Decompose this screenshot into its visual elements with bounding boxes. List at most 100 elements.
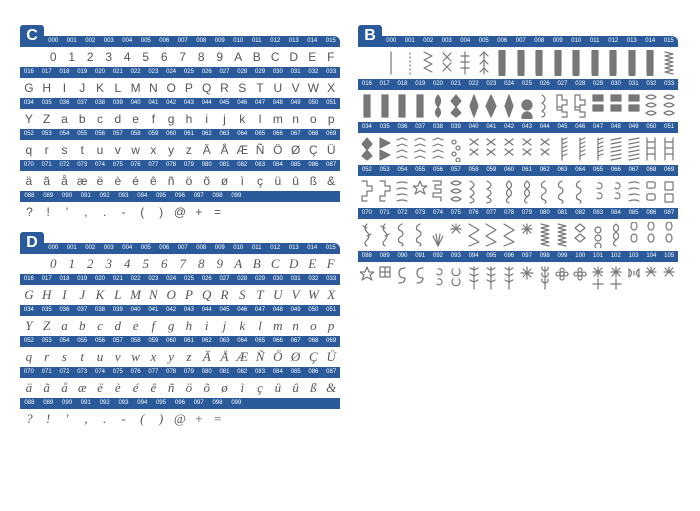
- stitch-number: 059: [482, 165, 500, 176]
- stitch-number: 041: [482, 122, 500, 133]
- stitch-number: 095: [152, 398, 171, 409]
- char-cell: ): [152, 409, 171, 429]
- stitch-icon: [411, 133, 429, 165]
- number-row: 0700710720730740750760770780790800810820…: [20, 367, 340, 378]
- stitch-number: 036: [56, 305, 74, 316]
- stitch-number: 015: [660, 36, 679, 47]
- char-cell: h: [180, 316, 198, 336]
- stitch-icon: [411, 90, 429, 122]
- stitch-icon: [571, 262, 589, 294]
- stitch-icon: [571, 176, 589, 208]
- char-cell: ü: [269, 171, 287, 191]
- stitch-icon: [376, 176, 394, 208]
- char-cell: !: [39, 202, 58, 222]
- char-cell: r: [38, 347, 56, 367]
- stitch-number: 072: [56, 160, 74, 171]
- char-cell: L: [109, 78, 127, 98]
- panel-badge: B: [358, 25, 382, 47]
- stitch-number: 021: [109, 274, 127, 285]
- stitch-number: 059: [144, 336, 162, 347]
- stitch-number: 042: [500, 122, 518, 133]
- stitch-number: 093: [447, 251, 465, 262]
- stitch-number: 043: [180, 305, 198, 316]
- stitch-number: 075: [109, 160, 127, 171]
- stitch-number: 083: [589, 208, 607, 219]
- stitch-number: 041: [144, 305, 162, 316]
- char-cell: B: [248, 47, 267, 67]
- stitch-number: 044: [536, 122, 554, 133]
- stitch-icon: [660, 219, 678, 251]
- char-cell: f: [144, 109, 162, 129]
- stitch-icon: [589, 219, 607, 251]
- stitch-number: 039: [109, 305, 127, 316]
- stitch-icon: [376, 133, 394, 165]
- char-cell: 9: [211, 47, 230, 67]
- stitch-number: 030: [269, 274, 287, 285]
- char-cell: H: [38, 78, 56, 98]
- char-cell: E: [303, 47, 322, 67]
- stitch-icon: [536, 176, 554, 208]
- stitch-number: 078: [162, 367, 180, 378]
- char-cell: 0: [44, 254, 63, 274]
- char-cell: 7: [174, 47, 193, 67]
- char-cell: ü: [269, 378, 287, 398]
- char-cell: @: [171, 409, 190, 429]
- char-cell: ñ: [162, 378, 180, 398]
- char-cell: E: [303, 254, 322, 274]
- stitch-number: 052: [20, 129, 38, 140]
- char-cell: L: [109, 285, 127, 305]
- stitch-icon: [554, 176, 572, 208]
- stitch-number: 090: [58, 398, 77, 409]
- stitch-number: 076: [465, 208, 483, 219]
- number-row: 0000010020030040050060070080090100110120…: [358, 36, 678, 47]
- stitch-icon: [604, 47, 623, 79]
- stitch-number: 053: [376, 165, 394, 176]
- stitch-number: 029: [589, 79, 607, 90]
- stitch-number: 039: [447, 122, 465, 133]
- stitch-number: 051: [322, 305, 340, 316]
- stitch-icon: [447, 219, 465, 251]
- stitch-icon: [376, 262, 394, 294]
- stitch-number: 077: [144, 160, 162, 171]
- char-cell: C: [266, 254, 285, 274]
- char-cell: 5: [137, 254, 156, 274]
- char-cell: +: [189, 202, 208, 222]
- stitch-number: 070: [20, 367, 38, 378]
- char-cell: 4: [118, 47, 137, 67]
- stitch-number: 091: [76, 398, 95, 409]
- stitch-number: 091: [411, 251, 429, 262]
- stitch-number: 087: [322, 160, 340, 171]
- char-cell: U: [269, 78, 287, 98]
- char-cell: Ç: [305, 347, 323, 367]
- stitch-number: 043: [518, 122, 536, 133]
- stitch-number: 002: [81, 36, 100, 47]
- stitch-number: 039: [109, 98, 127, 109]
- char-cell: A: [229, 254, 248, 274]
- stitch-number: 070: [358, 208, 376, 219]
- stitch-number: 011: [248, 36, 267, 47]
- stitch-number: 020: [91, 67, 109, 78]
- stitch-icon: [607, 176, 625, 208]
- char-cell: ?: [20, 409, 39, 429]
- stitch-number: 035: [38, 98, 56, 109]
- stitch-icon: [447, 133, 465, 165]
- char-cell: X: [322, 78, 340, 98]
- char-cell: ã: [38, 171, 56, 191]
- stitch-icon: [643, 262, 661, 294]
- stitch-number: 017: [376, 79, 394, 90]
- stitch-number: 099: [227, 191, 246, 202]
- stitch-number: 081: [216, 367, 234, 378]
- stitch-number: 004: [118, 243, 137, 254]
- stitch-icon: [530, 47, 549, 79]
- char-cell: ä: [20, 171, 38, 191]
- stitch-number: 096: [500, 251, 518, 262]
- char-cell: ö: [180, 171, 198, 191]
- stitch-number: 003: [100, 36, 119, 47]
- stitch-number: 097: [189, 191, 208, 202]
- stitch-number: 084: [269, 367, 287, 378]
- char-cell: 9: [211, 254, 230, 274]
- char-cell: S: [233, 285, 251, 305]
- stitch-number: 025: [180, 274, 198, 285]
- stitch-number: 074: [91, 367, 109, 378]
- stitch-icon: [518, 219, 536, 251]
